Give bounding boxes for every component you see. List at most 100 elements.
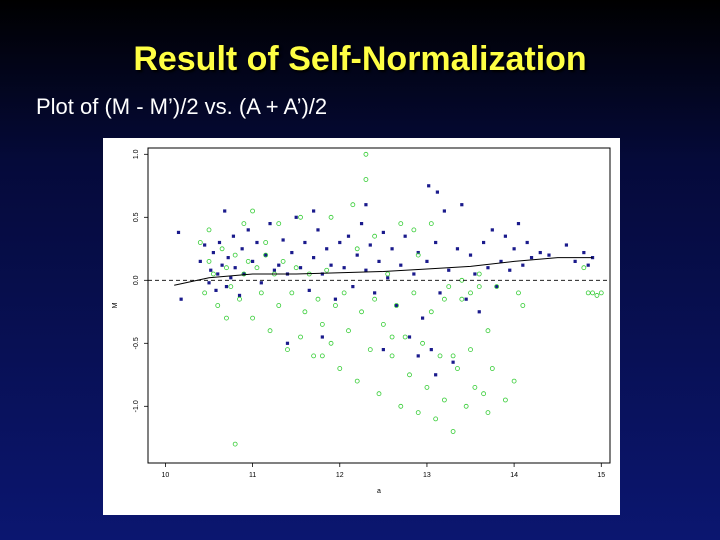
- data-point-filled: [240, 247, 244, 251]
- data-point-open: [263, 252, 269, 258]
- data-point-filled: [503, 234, 507, 238]
- data-point-open: [446, 284, 452, 290]
- data-point-filled: [373, 291, 377, 295]
- data-point-filled: [582, 250, 586, 255]
- data-point-open: [206, 227, 212, 233]
- data-point-open: [428, 309, 434, 315]
- y-tick-label: -0.5: [133, 337, 140, 349]
- data-point-filled: [521, 263, 525, 267]
- data-point-open: [250, 315, 256, 321]
- data-point-filled: [477, 310, 481, 314]
- data-point-open: [407, 372, 412, 378]
- plot-frame: [147, 147, 611, 464]
- data-point-open: [197, 240, 203, 245]
- data-point-filled: [290, 250, 294, 255]
- data-point-open: [376, 391, 382, 397]
- data-point-open: [485, 328, 491, 334]
- x-tick-label: 12: [336, 472, 344, 479]
- data-point-filled: [338, 240, 342, 245]
- data-point-filled: [233, 266, 237, 270]
- data-point-filled: [399, 263, 403, 267]
- data-point-open: [319, 321, 325, 327]
- data-point-open: [280, 259, 286, 264]
- data-point-open: [254, 265, 260, 271]
- data-point-filled: [442, 209, 446, 213]
- y-tick-label: 0.5: [133, 212, 140, 222]
- data-point-open: [494, 284, 500, 290]
- data-point-open: [585, 290, 591, 296]
- data-point-open: [298, 334, 303, 340]
- data-point-filled: [495, 285, 499, 289]
- data-point-open: [232, 252, 238, 258]
- data-point-open: [450, 353, 456, 359]
- data-point-filled: [473, 272, 477, 276]
- data-point-open: [372, 233, 378, 239]
- data-point-filled: [407, 335, 412, 339]
- data-point-filled: [434, 373, 438, 377]
- data-point-open: [241, 221, 247, 226]
- data-point-filled: [390, 247, 394, 251]
- data-point-filled: [586, 263, 590, 267]
- data-point-filled: [237, 293, 242, 298]
- data-point-filled: [298, 266, 303, 270]
- data-point-filled: [176, 230, 181, 235]
- x-tick-label: 10: [162, 472, 170, 479]
- data-point-open: [367, 347, 373, 353]
- data-point-open: [224, 265, 229, 271]
- slide-subtitle: Plot of (M - M’)/2 vs. (A + A’)/2: [36, 94, 328, 119]
- data-point-open: [502, 397, 508, 403]
- data-point-filled: [281, 238, 285, 242]
- data-point-filled: [364, 268, 368, 272]
- data-point-open: [337, 366, 343, 371]
- data-point-open: [394, 303, 399, 308]
- data-point-filled: [364, 203, 368, 207]
- data-point-open: [241, 271, 247, 277]
- data-point-open: [472, 384, 478, 390]
- data-point-open: [511, 378, 517, 384]
- data-point-open: [258, 290, 264, 296]
- data-point-filled: [499, 259, 503, 263]
- y-axis-label: M: [112, 302, 119, 308]
- data-point-open: [202, 290, 208, 296]
- data-point-open: [481, 391, 487, 397]
- data-point-filled: [255, 240, 259, 245]
- data-point-filled: [316, 228, 320, 232]
- data-point-filled: [179, 297, 183, 301]
- data-point-filled: [435, 190, 440, 194]
- data-point-open: [380, 321, 386, 327]
- data-point-open: [437, 353, 443, 359]
- data-point-open: [263, 240, 269, 245]
- data-point-filled: [277, 263, 281, 267]
- data-point-filled: [203, 243, 207, 247]
- data-point-open: [389, 353, 395, 359]
- data-point-open: [298, 214, 303, 220]
- data-point-open: [468, 347, 473, 353]
- data-point-open: [598, 290, 604, 296]
- y-tick-label: -1.0: [133, 400, 140, 412]
- data-point-open: [398, 403, 404, 409]
- data-point-open: [415, 410, 421, 416]
- data-point-filled: [211, 250, 215, 255]
- data-point-open: [206, 259, 212, 264]
- data-point-open: [516, 290, 521, 296]
- data-point-filled: [490, 228, 494, 232]
- x-tick-label: 13: [423, 472, 431, 479]
- data-point-filled: [377, 259, 381, 263]
- data-point-filled: [512, 247, 516, 251]
- data-point-open: [293, 265, 299, 271]
- data-point-filled: [573, 259, 577, 263]
- x-tick-label: 11: [249, 472, 256, 479]
- data-point-open: [455, 366, 460, 371]
- data-point-open: [311, 353, 317, 359]
- data-point-open: [402, 334, 408, 340]
- data-point-filled: [429, 348, 433, 352]
- y-tick-label: 0.0: [133, 275, 140, 285]
- data-point-open: [363, 151, 369, 157]
- data-point-filled: [403, 234, 407, 238]
- data-point-filled: [325, 247, 329, 251]
- data-point-open: [463, 403, 469, 409]
- data-point-open: [485, 410, 491, 416]
- data-point-filled: [368, 243, 372, 247]
- data-point-filled: [351, 285, 355, 289]
- data-point-filled: [460, 203, 464, 207]
